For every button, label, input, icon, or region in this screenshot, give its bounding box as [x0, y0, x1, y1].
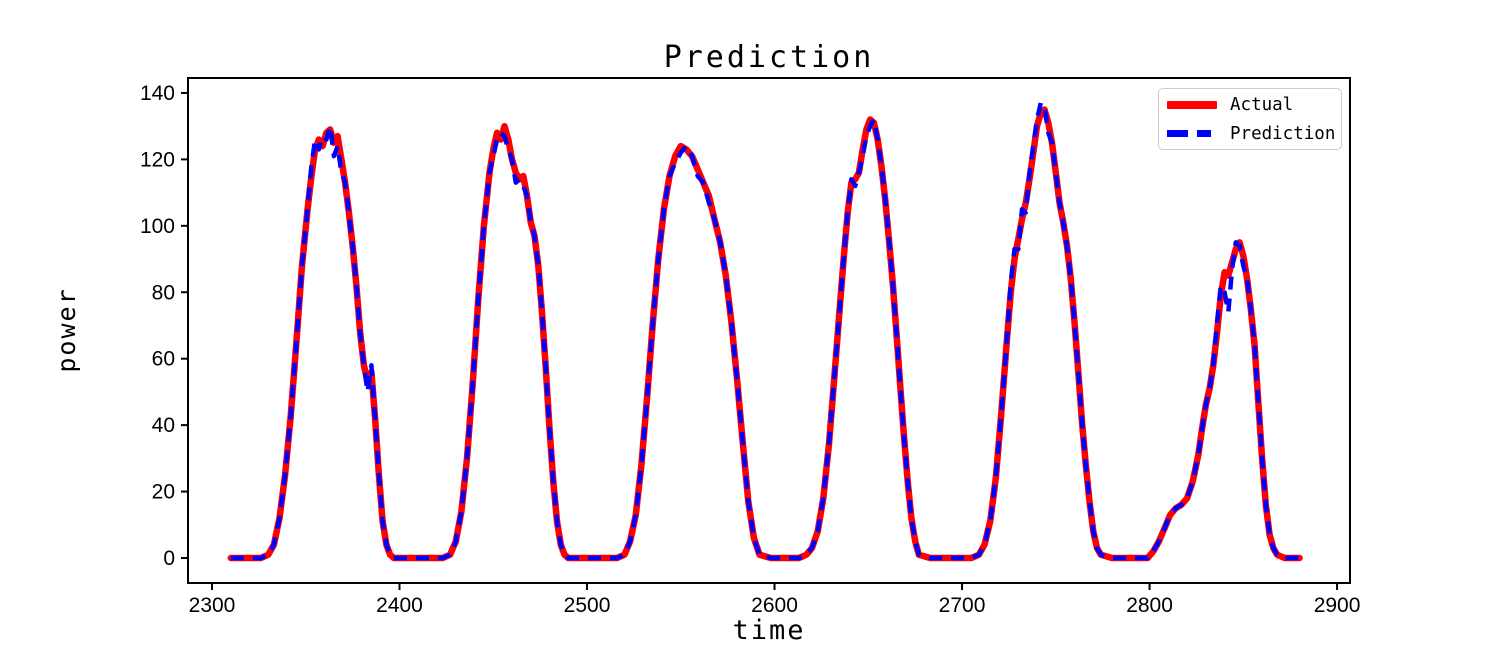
y-tick-label: 40 [152, 414, 175, 437]
series-line-actual [227, 106, 1303, 562]
x-tick-label: 2500 [564, 594, 611, 617]
x-tick-label: 2700 [939, 594, 986, 617]
legend-item-prediction: Prediction [1167, 122, 1336, 145]
series-line-prediction [230, 100, 1300, 561]
y-tick-label: 140 [140, 82, 175, 105]
y-tick-label: 120 [140, 148, 175, 171]
y-tick-label: 60 [152, 348, 175, 371]
legend-label-actual: Actual [1230, 94, 1294, 115]
actual-line-swatch-icon [1167, 100, 1217, 109]
legend: Actual Prediction [1158, 88, 1342, 150]
legend-label-prediction: Prediction [1230, 123, 1336, 144]
x-axis-ticks: 2300 2400 2500 2600 2700 2800 2900 [189, 583, 1361, 617]
y-tick-label: 0 [163, 547, 175, 570]
prediction-dashed-line-swatch-icon [1167, 130, 1217, 137]
chart-title: Prediction [663, 40, 875, 75]
x-tick-label: 2900 [1314, 594, 1361, 617]
x-axis-label: time [732, 615, 806, 646]
y-tick-label: 80 [152, 281, 175, 304]
x-tick-label: 2400 [376, 594, 423, 617]
x-tick-label: 2800 [1126, 594, 1173, 617]
y-tick-label: 20 [152, 481, 175, 504]
axes-spines [187, 77, 1351, 584]
x-tick-label: 2600 [751, 594, 798, 617]
legend-item-actual: Actual [1167, 93, 1333, 116]
y-axis-ticks: 0 20 40 60 80 100 120 140 [140, 82, 188, 570]
x-tick-label: 2300 [189, 594, 236, 617]
y-tick-label: 100 [140, 215, 175, 238]
